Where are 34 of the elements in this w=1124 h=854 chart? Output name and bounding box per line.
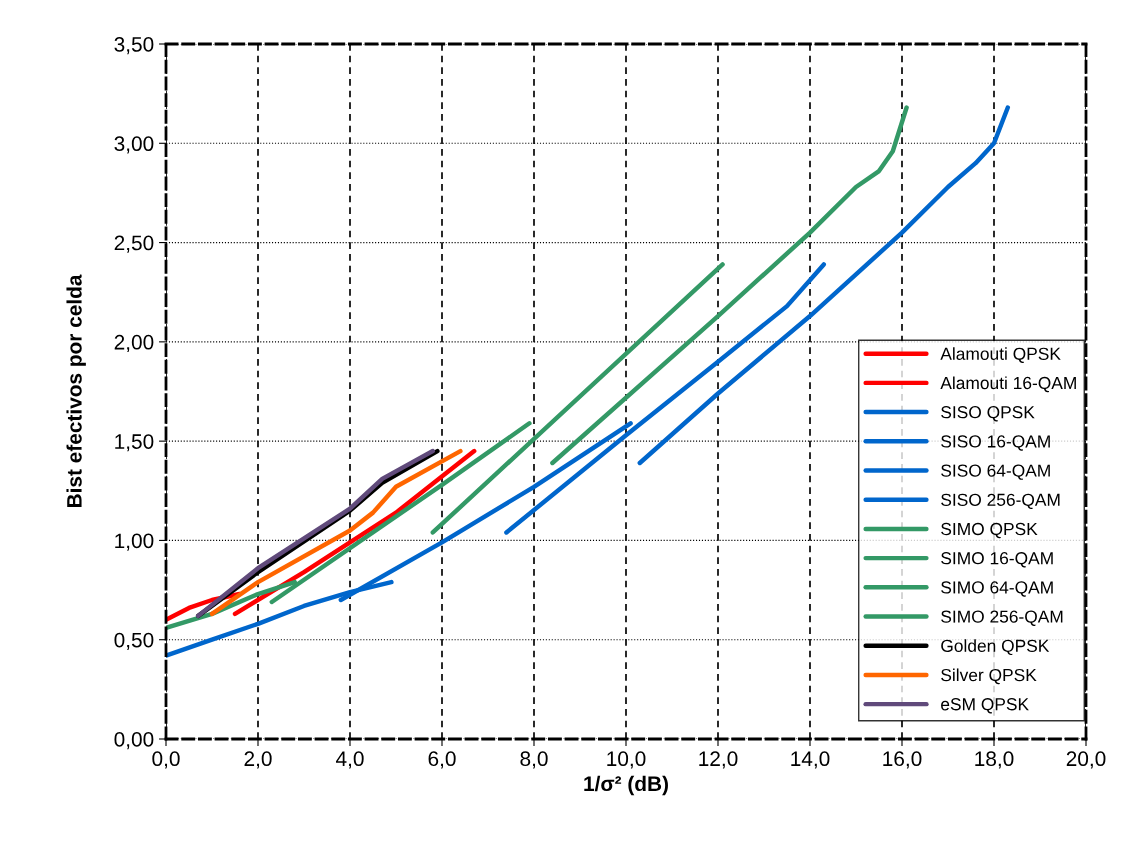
- x-tick-label: 0,0: [152, 751, 180, 769]
- x-tick-label: 4,0: [336, 751, 364, 769]
- x-tick-label: 2,0: [244, 751, 272, 769]
- y-tick-label: 2,00: [114, 334, 154, 353]
- legend-label: SISO 256-QAM: [941, 493, 1060, 510]
- legend-label: SISO 64-QAM: [941, 464, 1050, 480]
- x-tick-label: 8,0: [520, 751, 548, 769]
- y-tick-label: 2,50: [114, 235, 154, 253]
- x-tick-label: 10,0: [607, 751, 646, 769]
- x-tick-label: 16,0: [883, 751, 922, 769]
- legend-label: Alamouti 16-QAM: [940, 376, 1076, 393]
- x-tick-label: 14,0: [791, 751, 830, 769]
- y-tick-label: 0,50: [114, 632, 154, 650]
- y-tick-label: 1,50: [115, 434, 154, 452]
- y-axis-title: Bist efectivos por celda: [66, 274, 86, 508]
- y-tick-label: 0,00: [114, 732, 154, 750]
- legend-label: SIMO QPSK: [941, 522, 1038, 539]
- x-tick-label: 18,0: [975, 751, 1014, 769]
- legend-label: eSM QPSK: [941, 698, 1029, 714]
- y-tick-label: 3,50: [114, 37, 154, 55]
- x-axis-title: 1/σ² (dB): [584, 775, 668, 796]
- legend-label: SIMO 64-QAM: [941, 581, 1053, 597]
- legend-label: SISO 16-QAM: [941, 435, 1050, 451]
- legend-label: Silver QPSK: [941, 668, 1037, 685]
- x-tick-label: 20,0: [1066, 751, 1106, 769]
- legend-label: SISO QPSK: [941, 406, 1035, 422]
- y-tick-label: 1,00: [115, 533, 154, 551]
- x-tick-label: 12,0: [699, 751, 738, 769]
- legend-label: Golden QPSK: [941, 639, 1050, 656]
- legend-label: Alamouti QPSK: [940, 347, 1061, 364]
- legend-label: SIMO 256-QAM: [941, 610, 1063, 626]
- y-tick-label: 3,00: [114, 136, 154, 154]
- legend-label: SIMO 16-QAM: [941, 552, 1053, 568]
- x-tick-label: 6,0: [428, 751, 456, 769]
